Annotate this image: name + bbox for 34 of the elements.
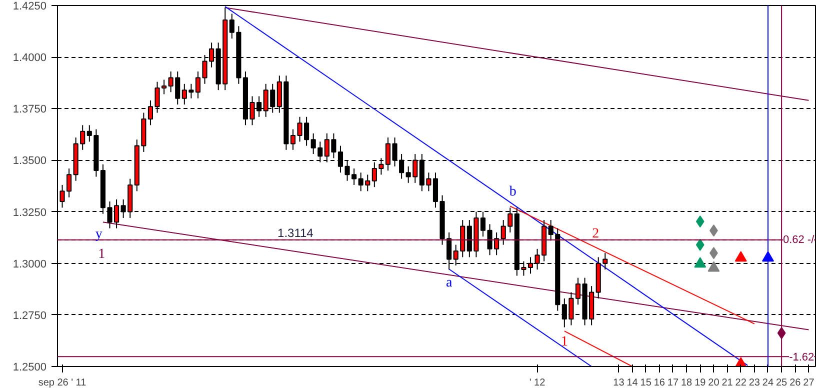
annotation: 1 <box>560 334 568 350</box>
x-tick-label: 22 <box>735 378 747 388</box>
x-tick-label: 23 <box>748 378 760 388</box>
x-tick-label: ' 12 <box>529 378 546 388</box>
y-tick-label: 1.2500 <box>12 362 47 374</box>
annotation: 0.62 -/ <box>782 234 816 246</box>
x-tick-label: 15 <box>640 378 652 388</box>
y-tick-label: 1.3000 <box>12 258 47 270</box>
x-tick-label: 27 <box>803 378 815 388</box>
ref-line-label: 1.3114 <box>278 226 314 240</box>
annotation: y <box>95 226 102 242</box>
x-tick-label: 24 <box>762 378 774 388</box>
x-tick-label: 14 <box>626 378 638 388</box>
x-tick-label: 21 <box>722 378 734 388</box>
x-tick-label: 17 <box>667 378 679 388</box>
x-tick-label: 26 <box>790 378 802 388</box>
y-tick-label: 1.2750 <box>12 310 47 322</box>
x-tick-label: 16 <box>654 378 666 388</box>
y-tick-label: 1.4250 <box>12 0 47 12</box>
x-tick-label: 25 <box>776 378 788 388</box>
annotation: -1.62 <box>789 352 814 364</box>
x-tick-label: 13 <box>613 378 625 388</box>
annotation: b <box>509 184 516 200</box>
annotation: a <box>446 275 453 290</box>
x-tick-label: 18 <box>681 378 693 388</box>
x-tick-label: 19 <box>694 378 706 388</box>
y-tick-label: 1.4000 <box>12 52 47 64</box>
y-tick-label: 1.3250 <box>12 206 47 219</box>
annotation: 2 <box>592 226 600 242</box>
x-tick-label: sep 26 ' 11 <box>38 378 87 388</box>
annotation: 1 <box>98 247 106 262</box>
x-tick-label: 20 <box>708 378 720 388</box>
y-tick-label: 1.3750 <box>12 104 47 116</box>
y-tick-label: 1.3500 <box>12 155 47 168</box>
